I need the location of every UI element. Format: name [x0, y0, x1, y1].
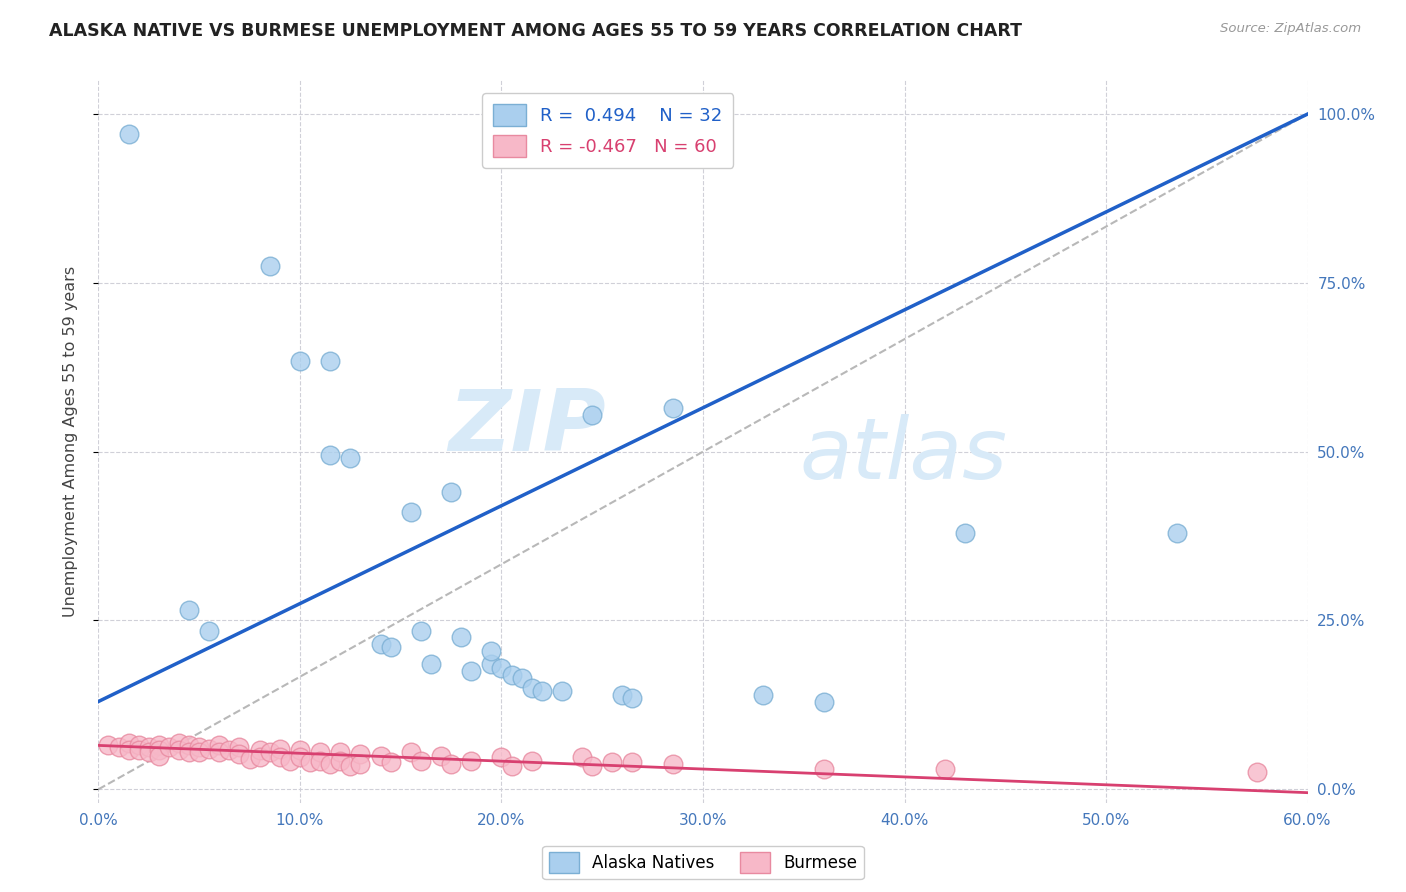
- Point: [319, 353, 342, 368]
- Point: [621, 756, 644, 770]
- Legend: R =  0.494    N = 32, R = -0.467   N = 60: R = 0.494 N = 32, R = -0.467 N = 60: [482, 93, 733, 168]
- Point: [309, 754, 332, 768]
- Point: [299, 756, 322, 770]
- Point: [249, 743, 271, 757]
- Point: [1166, 525, 1188, 540]
- Point: [520, 681, 543, 695]
- Point: [198, 624, 221, 638]
- Point: [813, 694, 835, 708]
- Point: [602, 756, 624, 770]
- Point: [399, 505, 422, 519]
- Point: [228, 740, 250, 755]
- Point: [319, 448, 342, 462]
- Point: [118, 736, 141, 750]
- Point: [409, 754, 432, 768]
- Text: ALASKA NATIVE VS BURMESE UNEMPLOYMENT AMONG AGES 55 TO 59 YEARS CORRELATION CHAR: ALASKA NATIVE VS BURMESE UNEMPLOYMENT AM…: [49, 22, 1022, 40]
- Point: [167, 743, 190, 757]
- Point: [179, 603, 201, 617]
- Point: [349, 756, 371, 771]
- Point: [148, 748, 170, 763]
- Point: [138, 740, 160, 755]
- Point: [339, 758, 361, 772]
- Point: [128, 739, 150, 753]
- Point: [491, 750, 513, 764]
- Point: [399, 745, 422, 759]
- Point: [460, 664, 482, 678]
- Point: [278, 754, 301, 768]
- Y-axis label: Unemployment Among Ages 55 to 59 years: Unemployment Among Ages 55 to 59 years: [63, 266, 77, 617]
- Point: [118, 128, 141, 142]
- Point: [269, 741, 291, 756]
- Point: [752, 688, 775, 702]
- Point: [661, 401, 683, 415]
- Point: [581, 758, 603, 772]
- Point: [239, 752, 262, 766]
- Point: [329, 745, 352, 759]
- Point: [208, 739, 231, 753]
- Point: [288, 353, 311, 368]
- Point: [138, 745, 160, 759]
- Point: [953, 525, 976, 540]
- Text: ZIP: ZIP: [449, 385, 606, 468]
- Point: [228, 747, 250, 761]
- Point: [339, 451, 361, 466]
- Point: [179, 745, 201, 759]
- Point: [319, 756, 342, 771]
- Point: [128, 743, 150, 757]
- Point: [198, 741, 221, 756]
- Point: [288, 750, 311, 764]
- Point: [934, 762, 956, 776]
- Point: [97, 739, 120, 753]
- Point: [349, 747, 371, 761]
- Point: [510, 671, 533, 685]
- Text: atlas: atlas: [800, 415, 1008, 498]
- Point: [309, 745, 332, 759]
- Point: [481, 644, 503, 658]
- Text: Source: ZipAtlas.com: Source: ZipAtlas.com: [1220, 22, 1361, 36]
- Point: [661, 756, 683, 771]
- Point: [612, 688, 634, 702]
- Point: [249, 750, 271, 764]
- Point: [450, 631, 472, 645]
- Point: [208, 745, 231, 759]
- Point: [501, 758, 523, 772]
- Point: [491, 661, 513, 675]
- Point: [380, 756, 402, 770]
- Point: [460, 754, 482, 768]
- Point: [259, 745, 281, 759]
- Point: [380, 640, 402, 655]
- Point: [440, 756, 463, 771]
- Point: [501, 667, 523, 681]
- Point: [520, 754, 543, 768]
- Point: [530, 684, 553, 698]
- Point: [813, 762, 835, 776]
- Legend: Alaska Natives, Burmese: Alaska Natives, Burmese: [543, 846, 863, 880]
- Point: [1246, 765, 1268, 780]
- Point: [167, 736, 190, 750]
- Point: [179, 739, 201, 753]
- Point: [581, 408, 603, 422]
- Point: [370, 637, 392, 651]
- Point: [551, 684, 574, 698]
- Point: [188, 740, 211, 755]
- Point: [288, 743, 311, 757]
- Point: [218, 743, 240, 757]
- Point: [148, 739, 170, 753]
- Point: [370, 748, 392, 763]
- Point: [481, 657, 503, 672]
- Point: [107, 740, 129, 755]
- Point: [430, 748, 453, 763]
- Point: [571, 750, 593, 764]
- Point: [420, 657, 443, 672]
- Point: [269, 750, 291, 764]
- Point: [148, 743, 170, 757]
- Point: [118, 743, 141, 757]
- Point: [440, 485, 463, 500]
- Point: [621, 691, 644, 706]
- Point: [329, 754, 352, 768]
- Point: [157, 740, 180, 755]
- Point: [188, 745, 211, 759]
- Point: [409, 624, 432, 638]
- Point: [259, 259, 281, 273]
